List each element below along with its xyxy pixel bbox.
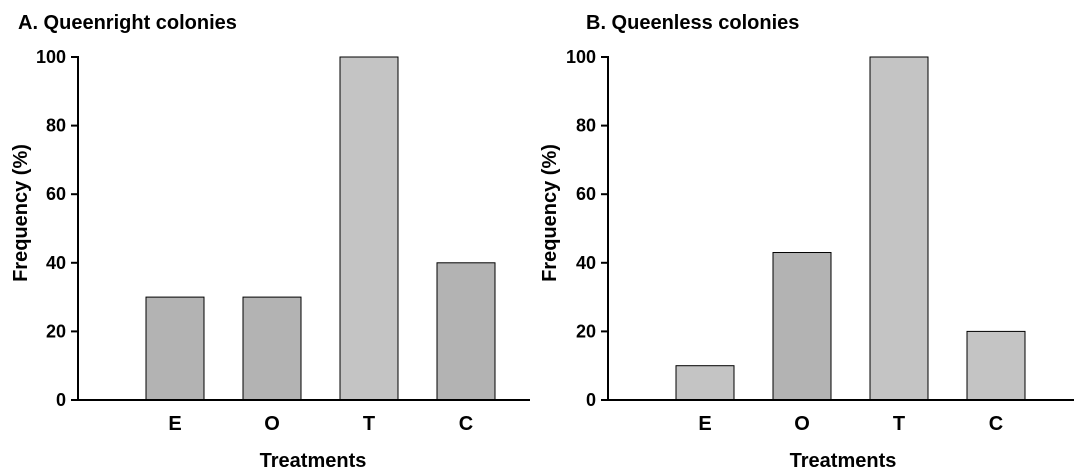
category-label-e: E: [698, 413, 711, 435]
x-axis-label: Treatments: [790, 450, 897, 471]
bar-o: [772, 252, 832, 401]
y-tick-label: 40: [576, 253, 596, 273]
bar-o: [242, 296, 302, 401]
y-tick-label: 0: [586, 390, 596, 410]
y-tick-label: 20: [576, 321, 596, 341]
bar-t: [869, 56, 929, 401]
y-tick-label: 60: [46, 184, 66, 204]
y-axis-label: Frequency (%): [10, 144, 32, 282]
x-axis-label: Treatments: [260, 450, 367, 471]
y-tick-label: 0: [56, 390, 66, 410]
y-tick-label: 80: [46, 116, 66, 136]
chart-queenright: A. Queenright colonies Frequency (%) Tre…: [0, 0, 535, 476]
y-tick-label: 40: [46, 253, 66, 273]
bars: [145, 56, 496, 401]
category-label-o: O: [264, 413, 280, 435]
y-ticks: 0 20 40 60 80 100: [36, 47, 78, 410]
chart-title: A. Queenright colonies: [18, 12, 237, 34]
y-tick-label: 60: [576, 184, 596, 204]
y-tick-label: 20: [46, 321, 66, 341]
category-label-t: T: [363, 413, 375, 435]
category-label-t: T: [893, 413, 905, 435]
bar-e: [675, 365, 735, 401]
y-ticks: 0 20 40 60 80 100: [566, 47, 608, 410]
category-label-c: C: [989, 413, 1003, 435]
chart-svg: A. Queenright colonies Frequency (%) Tre…: [10, 12, 530, 472]
category-label-c: C: [459, 413, 473, 435]
category-label-e: E: [168, 413, 181, 435]
y-tick-label: 80: [576, 116, 596, 136]
bar-t: [339, 56, 399, 401]
chart-title: B. Queenless colonies: [586, 12, 799, 34]
bar-e: [145, 296, 205, 401]
bars: [675, 56, 1026, 401]
y-axis-label: Frequency (%): [539, 144, 561, 282]
bar-c: [966, 330, 1026, 401]
bar-c: [436, 262, 496, 401]
category-label-o: O: [794, 413, 810, 435]
y-tick-label: 100: [36, 47, 66, 67]
chart-queenless: B. Queenless colonies Frequency (%) Trea…: [530, 0, 1078, 476]
chart-svg: B. Queenless colonies Frequency (%) Trea…: [539, 12, 1074, 472]
y-tick-label: 100: [566, 47, 596, 67]
